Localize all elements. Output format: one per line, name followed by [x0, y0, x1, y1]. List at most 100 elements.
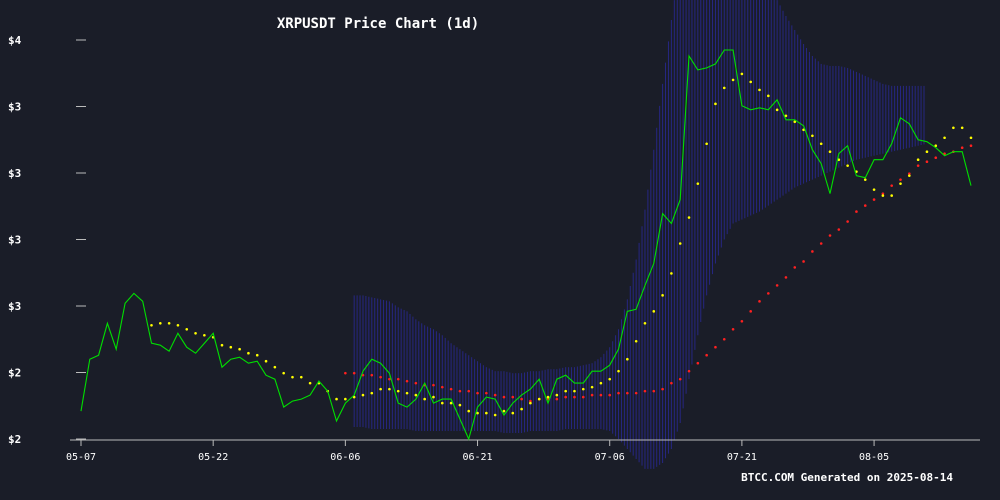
ma-long-point [687, 369, 691, 373]
ma-short-point [661, 294, 664, 297]
ma-long-point [872, 198, 876, 201]
x-tick-label: 06-21 [462, 452, 492, 463]
ma-long-point [837, 228, 841, 231]
ma-short-point [467, 409, 471, 413]
x-tick-label: 07-21 [727, 452, 757, 463]
ma-short-point [344, 397, 347, 401]
ma-short-point [758, 88, 761, 92]
footer-credit: BTCC.COM Generated on 2025-08-14 [741, 471, 953, 484]
y-tick-label: $3 [8, 300, 21, 313]
ma-short-point [916, 158, 920, 161]
ma-long-point [511, 395, 515, 399]
ma-short-point [943, 136, 946, 140]
y-axis-ticks: $2 $2 $3 $3 $3 $3 $4 [8, 34, 86, 446]
ma-short-point [678, 242, 682, 245]
ma-short-point [793, 120, 797, 124]
ma-short-point [440, 401, 444, 405]
ma-short-point [458, 403, 462, 407]
ma-short-point [370, 391, 374, 395]
ma-short-point [255, 353, 259, 357]
ma-short-point [846, 164, 849, 167]
ma-long-point [881, 192, 885, 195]
ma-short-point [608, 377, 612, 381]
ma-long-point [388, 377, 391, 381]
ma-long-point [855, 210, 858, 213]
ma-long-point [405, 379, 409, 383]
ma-short-point [159, 321, 162, 325]
ma-short-point [731, 78, 735, 82]
x-tick-label: 06-06 [330, 452, 360, 463]
ma-long-point [863, 204, 867, 207]
ma-long-point [740, 319, 744, 323]
ma-short-point [740, 72, 744, 76]
ma-short-point [617, 369, 620, 373]
ma-long-point [467, 389, 471, 393]
ma-short-point [722, 86, 726, 90]
ma-long-point [890, 184, 893, 187]
ma-short-point [872, 188, 876, 191]
ma-short-point [414, 393, 418, 397]
y-tick-label: $3 [8, 167, 21, 180]
y-tick-label: $2 [8, 433, 21, 446]
price-line [80, 49, 972, 441]
ma-long-point [352, 371, 356, 375]
ma-long-point [396, 377, 400, 381]
bollinger-bands [353, 0, 925, 469]
ma-short-point [696, 182, 700, 185]
ma-short-point [247, 351, 250, 355]
ma-short-point [423, 397, 426, 401]
ma-short-point [396, 389, 400, 393]
ma-short-point [960, 126, 964, 130]
ma-short-point [590, 385, 594, 389]
ma-short-point [908, 174, 911, 177]
ma-long-point [476, 391, 479, 395]
x-tick-label: 07-06 [595, 452, 625, 463]
ma-short-point [767, 94, 770, 98]
ma-long-point [564, 395, 567, 399]
ma-long-point [899, 178, 902, 181]
ma-long-point [749, 310, 753, 313]
ma-short-point [220, 343, 224, 347]
ma-long-point [705, 353, 708, 357]
ma-short-point [203, 333, 206, 337]
ma-short-point [432, 395, 435, 399]
ma-long-point [634, 391, 638, 395]
ma-short-point [652, 310, 656, 313]
ma-short-point [308, 381, 312, 385]
ma-long-point [573, 395, 576, 399]
ma-long-point [916, 164, 920, 167]
y-tick-label: $2 [8, 367, 21, 380]
ma-short-point [405, 391, 409, 395]
ma-short-point [573, 389, 576, 393]
ma-short-point [802, 128, 805, 132]
ma-long-point [626, 391, 629, 395]
ma-short-point [811, 134, 814, 138]
ma-long-point [440, 385, 444, 389]
ma-long-point [819, 242, 823, 245]
ma-short-point [502, 409, 506, 413]
ma-long-point [934, 156, 938, 160]
ma-long-point [969, 144, 973, 148]
x-tick-label: 05-07 [66, 452, 96, 463]
ma-long-point [722, 337, 726, 341]
ma-short-point [176, 323, 180, 327]
ma-long-point [767, 292, 770, 295]
ma-short-point [449, 401, 453, 405]
ma-short-point [581, 387, 585, 391]
ma-short-point [150, 323, 153, 327]
ma-short-point [564, 389, 567, 393]
ma-short-point [379, 387, 382, 391]
ma-long-point [493, 393, 497, 397]
ma-short-point [934, 144, 938, 148]
ma-short-point [291, 375, 294, 379]
ma-short-point [194, 331, 197, 335]
ma-short-point [273, 365, 277, 369]
ma-long-point [414, 381, 418, 385]
ma-short-point [476, 411, 479, 415]
ma-short-point [643, 321, 647, 325]
ma-short-point [537, 397, 541, 401]
ma-short-point [485, 411, 488, 415]
ma-short-point [925, 150, 929, 154]
ma-long-point [731, 327, 735, 331]
